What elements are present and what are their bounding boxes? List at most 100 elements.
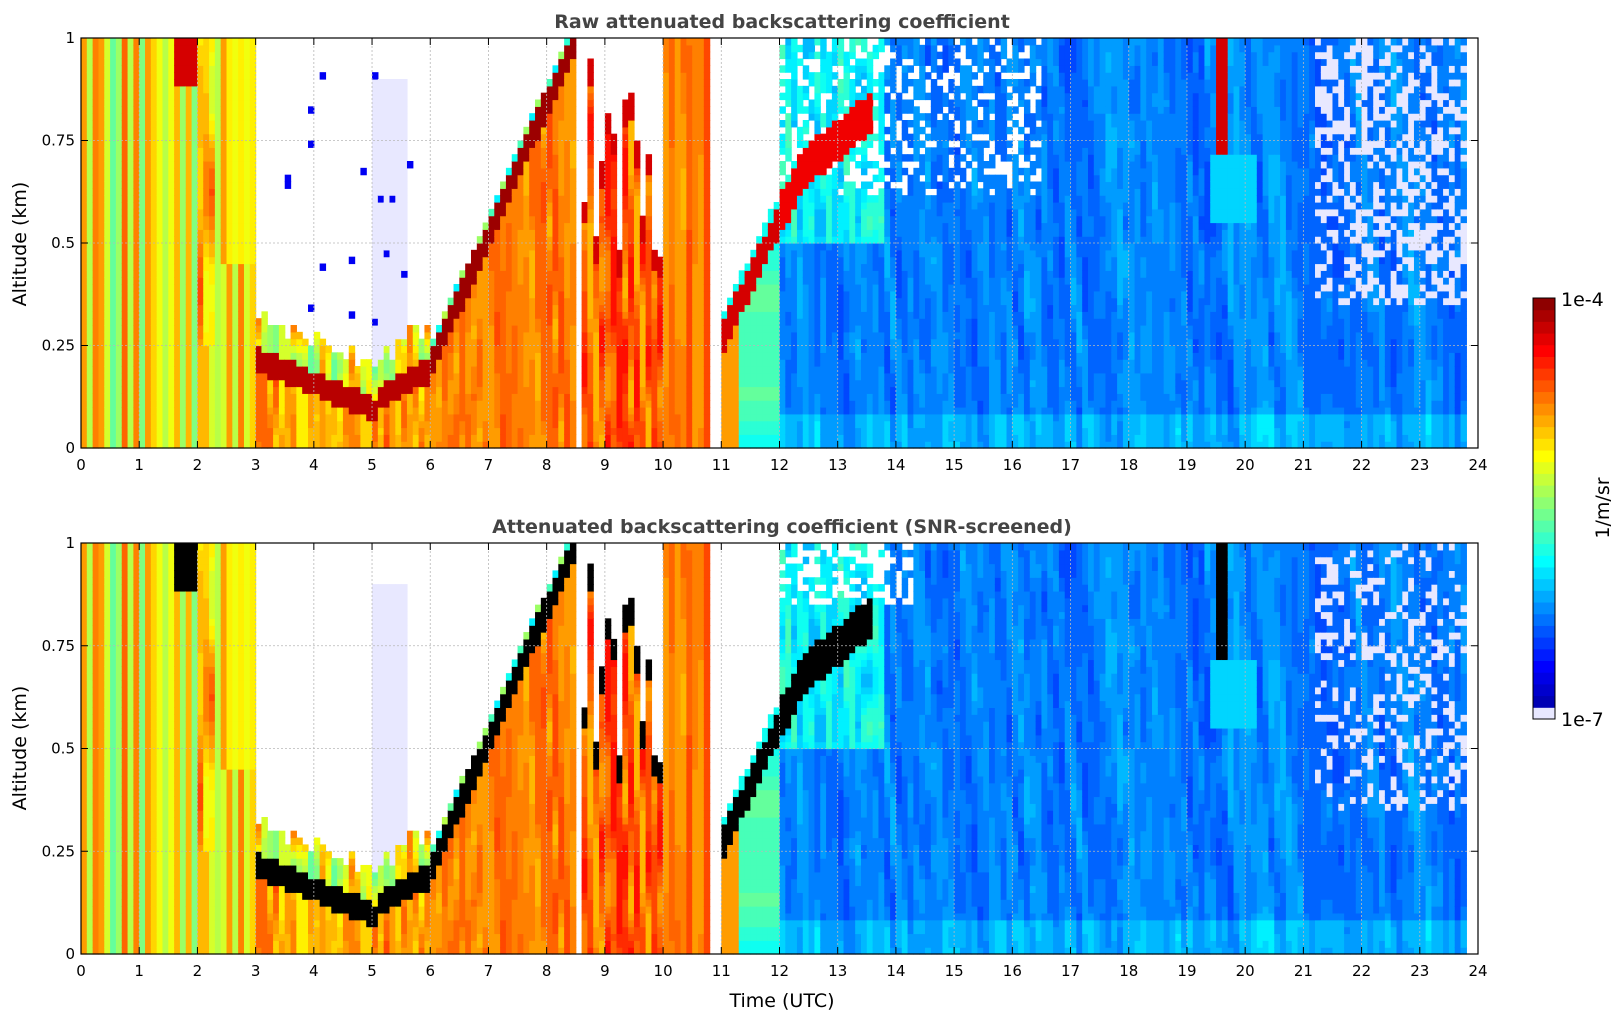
heatmap-cell (558, 147, 564, 154)
heatmap-cell (384, 393, 390, 400)
heatmap-cell (209, 134, 215, 141)
heatmap-cell (698, 311, 704, 318)
heatmap-cell (238, 332, 244, 339)
heatmap-cell (145, 52, 151, 59)
heatmap-cell (500, 414, 506, 421)
heatmap-cell (768, 428, 774, 435)
heatmap-cell (442, 359, 448, 366)
heatmap-cell (110, 202, 116, 209)
heatmap-cell (244, 161, 250, 168)
heatmap-cell (145, 65, 151, 72)
heatmap-cell (81, 407, 87, 414)
heatmap-cell (378, 120, 384, 127)
heatmap-cell (506, 305, 512, 312)
heatmap-cell (529, 407, 535, 414)
heatmap-cell (372, 188, 378, 195)
heatmap-cell (157, 52, 163, 59)
heatmap-cell (529, 311, 535, 318)
heatmap-cell (197, 113, 203, 120)
heatmap-cell (628, 298, 634, 305)
heatmap-cell (221, 339, 227, 346)
heatmap-cell (727, 414, 733, 421)
heatmap-cell (227, 72, 233, 79)
heatmap-cell (465, 428, 471, 435)
heatmap-cell (110, 305, 116, 312)
heatmap-cell (87, 298, 93, 305)
heatmap-cell (791, 93, 797, 100)
heatmap-cell (180, 86, 186, 93)
heatmap-cell (686, 291, 692, 298)
heatmap-cell (675, 134, 681, 141)
heatmap-cell (104, 243, 110, 250)
heatmap-cell (244, 168, 250, 175)
heatmap-cell (168, 291, 174, 298)
heatmap-cell (81, 134, 87, 141)
heatmap-cell (686, 332, 692, 339)
heatmap-cell (686, 298, 692, 305)
heatmap-cell (611, 284, 617, 291)
heatmap-cell (675, 52, 681, 59)
heatmap-cell (151, 182, 157, 189)
heatmap-cell (215, 175, 221, 182)
heatmap-cell (407, 373, 413, 380)
heatmap-cell (500, 188, 506, 195)
heatmap-cell (168, 175, 174, 182)
heatmap-cell (488, 223, 494, 230)
heatmap-cell (174, 182, 180, 189)
heatmap-cell (395, 168, 401, 175)
heatmap-cell (81, 421, 87, 428)
heatmap-cell (686, 134, 692, 141)
heatmap-cell (395, 291, 401, 298)
heatmap-cell (209, 400, 215, 407)
heatmap-cell (518, 380, 524, 387)
heatmap-cell (547, 229, 553, 236)
heatmap-cell (227, 216, 233, 223)
heatmap-cell (93, 250, 99, 257)
heatmap-cell (116, 59, 122, 66)
heatmap-cell (221, 229, 227, 236)
heatmap-cell (302, 393, 308, 400)
heatmap-cell (360, 168, 366, 175)
heatmap-cell (232, 38, 238, 45)
heatmap-cell (162, 79, 168, 86)
heatmap-cell (634, 421, 640, 428)
heatmap-cell (93, 311, 99, 318)
heatmap-cell (232, 380, 238, 387)
heatmap-cell (512, 387, 518, 394)
heatmap-cell (698, 188, 704, 195)
heatmap-cell (436, 400, 442, 407)
heatmap-cell (285, 428, 291, 435)
heatmap-cell (552, 373, 558, 380)
heatmap-cell (209, 45, 215, 52)
heatmap-cell (186, 202, 192, 209)
heatmap-cell (151, 277, 157, 284)
heatmap-cell (98, 65, 104, 72)
heatmap-cell (384, 428, 390, 435)
heatmap-cell (698, 86, 704, 93)
heatmap-cell (384, 175, 390, 182)
heatmap-cell (756, 298, 762, 305)
heatmap-cell (197, 93, 203, 100)
heatmap-cell (721, 325, 727, 332)
heatmap-cell (739, 366, 745, 373)
heatmap-cell (669, 72, 675, 79)
heatmap-cell (535, 352, 541, 359)
heatmap-cell (395, 195, 401, 202)
heatmap-cell (110, 45, 116, 52)
heatmap-cell (628, 421, 634, 428)
heatmap-cell (704, 65, 710, 72)
heatmap-cell (197, 325, 203, 332)
heatmap-cell (186, 59, 192, 66)
heatmap-cell (698, 359, 704, 366)
heatmap-cell (238, 400, 244, 407)
heatmap-cell (692, 359, 698, 366)
heatmap-cell (331, 393, 337, 400)
heatmap-cell (110, 366, 116, 373)
heatmap-cell (110, 154, 116, 161)
heatmap-cell (523, 318, 529, 325)
heatmap-cell (518, 339, 524, 346)
heatmap-cell (518, 243, 524, 250)
heatmap-cell (750, 291, 756, 298)
heatmap-cell (552, 93, 558, 100)
heatmap-cell (93, 147, 99, 154)
